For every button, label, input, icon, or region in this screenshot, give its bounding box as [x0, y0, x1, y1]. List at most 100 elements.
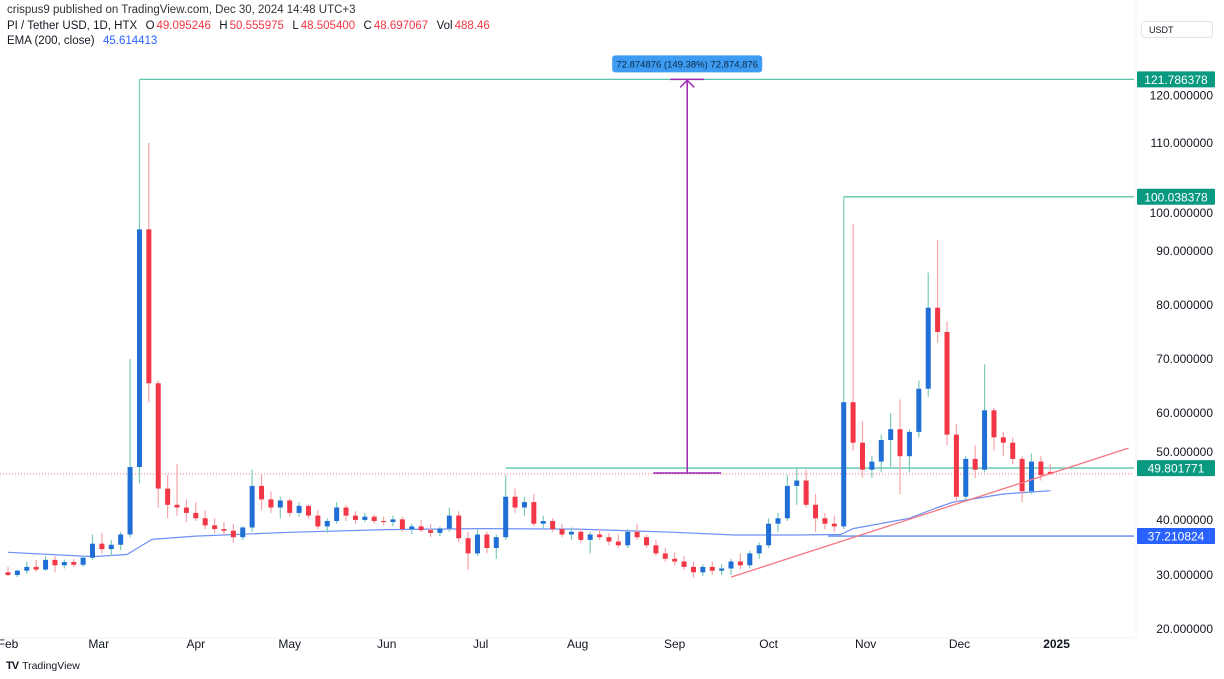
candle-body[interactable]	[259, 485, 265, 500]
candle-body[interactable]	[165, 488, 171, 505]
candle-body[interactable]	[71, 562, 77, 565]
candle-body[interactable]	[615, 541, 621, 546]
candle-body[interactable]	[99, 543, 105, 550]
candle-body[interactable]	[878, 440, 884, 462]
candle-body[interactable]	[324, 521, 330, 527]
candle-body[interactable]	[521, 502, 527, 508]
candle-body[interactable]	[775, 518, 781, 524]
candle-body[interactable]	[446, 515, 452, 529]
candle-body[interactable]	[174, 504, 180, 508]
candle-body[interactable]	[240, 527, 246, 538]
candle-body[interactable]	[766, 523, 772, 546]
candle-body[interactable]	[991, 410, 997, 438]
candle-body[interactable]	[512, 496, 518, 508]
candle-body[interactable]	[625, 531, 631, 546]
candle-body[interactable]	[634, 531, 640, 538]
candle-body[interactable]	[456, 515, 462, 539]
candle-body[interactable]	[756, 545, 762, 554]
candle-body[interactable]	[1010, 442, 1016, 459]
candle-body[interactable]	[343, 507, 349, 516]
candle-body[interactable]	[972, 458, 978, 470]
candle-body[interactable]	[334, 507, 340, 522]
candle-body[interactable]	[43, 559, 49, 570]
candle-body[interactable]	[672, 558, 678, 562]
candle-body[interactable]	[409, 526, 415, 530]
candle-body[interactable]	[277, 500, 283, 508]
candle-body[interactable]	[24, 566, 30, 571]
candle-body[interactable]	[869, 461, 875, 470]
candle-body[interactable]	[315, 515, 321, 527]
candle-body[interactable]	[850, 402, 856, 443]
candle-body[interactable]	[531, 502, 537, 524]
candle-body[interactable]	[287, 500, 293, 513]
candle-body[interactable]	[794, 480, 800, 486]
candle-body[interactable]	[33, 566, 39, 570]
candle-body[interactable]	[465, 538, 471, 554]
candle-body[interactable]	[296, 505, 302, 513]
candle-body[interactable]	[390, 519, 396, 523]
candle-body[interactable]	[118, 534, 124, 545]
candle-body[interactable]	[230, 530, 236, 538]
candle-body[interactable]	[503, 496, 509, 538]
candle-body[interactable]	[136, 229, 142, 467]
candle-body[interactable]	[183, 507, 189, 513]
ascending-trendline[interactable]	[730, 447, 1129, 578]
candle-body[interactable]	[108, 544, 114, 550]
candle-body[interactable]	[888, 429, 894, 440]
candle-body[interactable]	[737, 561, 743, 566]
candle-body[interactable]	[935, 307, 941, 332]
candle-body[interactable]	[14, 570, 20, 575]
candle-body[interactable]	[747, 553, 753, 566]
candle-body[interactable]	[841, 402, 847, 527]
candle-body[interactable]	[831, 523, 837, 527]
candle-body[interactable]	[52, 559, 58, 566]
candle-body[interactable]	[681, 561, 687, 567]
candle-body[interactable]	[690, 566, 696, 573]
candle-body[interactable]	[305, 505, 311, 516]
symbol-name[interactable]: PI / Tether USD, 1D, HTX	[7, 20, 138, 32]
candle-body[interactable]	[5, 572, 11, 575]
candle-body[interactable]	[428, 530, 434, 533]
candle-body[interactable]	[925, 307, 931, 389]
candle-body[interactable]	[202, 518, 208, 526]
candle-body[interactable]	[719, 568, 725, 571]
candle-body[interactable]	[550, 521, 556, 530]
candle-body[interactable]	[1029, 461, 1035, 492]
tradingview-logo[interactable]: TV TradingView	[6, 660, 80, 672]
candle-body[interactable]	[249, 485, 255, 528]
candle-body[interactable]	[1038, 461, 1044, 476]
candle-body[interactable]	[399, 519, 405, 530]
candle-body[interactable]	[700, 566, 706, 573]
candle-body[interactable]	[212, 525, 218, 530]
candle-body[interactable]	[155, 383, 161, 489]
candle-body[interactable]	[568, 531, 574, 535]
candle-body[interactable]	[944, 332, 950, 435]
candle-body[interactable]	[559, 529, 565, 535]
candle-body[interactable]	[371, 516, 377, 521]
candle-body[interactable]	[803, 480, 809, 505]
candle-body[interactable]	[859, 442, 865, 470]
candle-body[interactable]	[653, 545, 659, 554]
candle-body[interactable]	[90, 543, 96, 558]
candle-body[interactable]	[418, 526, 424, 531]
candle-body[interactable]	[352, 515, 358, 520]
candle-body[interactable]	[587, 534, 593, 540]
candle-body[interactable]	[813, 504, 819, 519]
currency-unit-button[interactable]: USDT	[1141, 21, 1213, 38]
candle-body[interactable]	[982, 410, 988, 470]
candle-body[interactable]	[80, 557, 86, 565]
candle-body[interactable]	[709, 566, 715, 571]
candle-body[interactable]	[362, 516, 368, 520]
candle-body[interactable]	[268, 499, 274, 508]
ema-200-line[interactable]	[7, 490, 1051, 558]
candle-body[interactable]	[644, 537, 650, 546]
candle-body[interactable]	[662, 553, 668, 559]
candle-body[interactable]	[381, 521, 387, 523]
candle-body[interactable]	[822, 518, 828, 524]
candle-body[interactable]	[146, 229, 152, 384]
candle-body[interactable]	[221, 529, 227, 531]
candle-body[interactable]	[193, 512, 199, 519]
candle-body[interactable]	[475, 534, 480, 554]
candle-body[interactable]	[1000, 437, 1006, 443]
